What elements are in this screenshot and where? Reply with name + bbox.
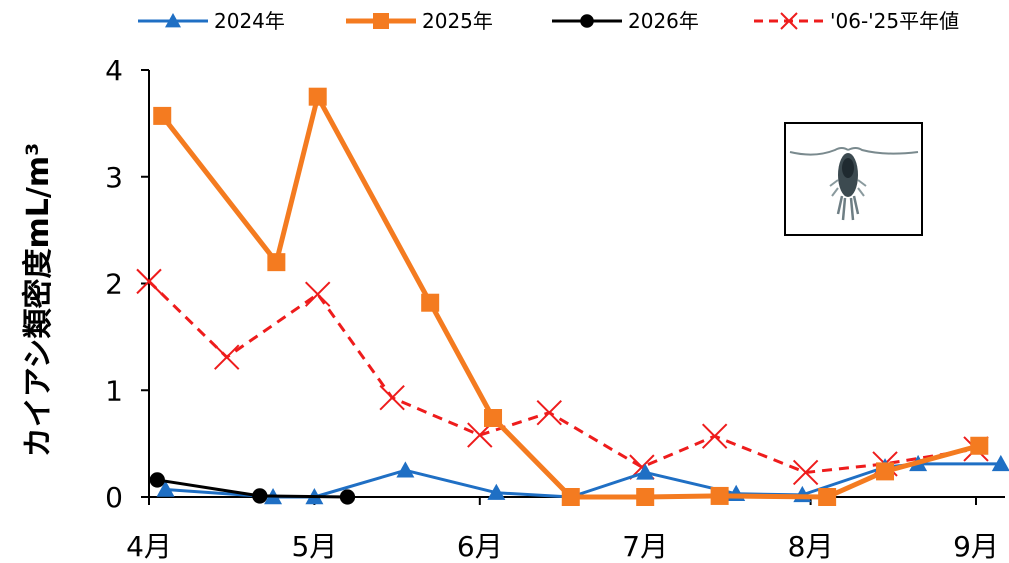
data-point bbox=[379, 385, 405, 411]
legend-label: 2025年 bbox=[422, 9, 493, 33]
data-point bbox=[484, 409, 503, 428]
series-2 bbox=[149, 472, 356, 505]
data-point bbox=[561, 488, 580, 506]
data-point bbox=[970, 436, 989, 455]
data-point bbox=[487, 483, 506, 500]
data-point bbox=[636, 488, 655, 506]
legend: 2024年 2025年 2026年 '06-'25平年値 bbox=[138, 9, 959, 33]
legend-label: 2026年 bbox=[628, 9, 699, 33]
data-point bbox=[780, 12, 798, 30]
legend-item: 2025年 bbox=[346, 9, 493, 33]
data-point bbox=[792, 459, 819, 486]
x-ticks: 4月 5月 6月 7月 8月 9月 bbox=[126, 497, 999, 563]
data-point bbox=[252, 488, 268, 504]
data-point bbox=[136, 268, 162, 295]
data-point bbox=[308, 87, 327, 106]
y-tick-label: 1 bbox=[105, 374, 123, 407]
data-point bbox=[710, 486, 729, 505]
x-tick-label: 7月 bbox=[622, 530, 668, 563]
data-point bbox=[214, 344, 240, 370]
series-1 bbox=[153, 87, 989, 506]
data-point bbox=[580, 14, 594, 28]
legend-label: 2024年 bbox=[214, 9, 285, 33]
data-point bbox=[396, 461, 415, 478]
x-tick-label: 6月 bbox=[457, 530, 503, 563]
data-point bbox=[421, 293, 440, 312]
copepod-image bbox=[784, 122, 923, 236]
x-tick-label: 8月 bbox=[788, 530, 834, 563]
y-tick-label: 4 bbox=[105, 54, 123, 87]
x-tick-label: 9月 bbox=[953, 530, 999, 563]
data-point bbox=[467, 422, 493, 448]
legend-item: 2024年 bbox=[138, 9, 285, 33]
data-point bbox=[149, 472, 165, 488]
x-tick-label: 4月 bbox=[126, 530, 172, 563]
y-tick-label: 2 bbox=[105, 268, 123, 301]
data-point bbox=[991, 454, 1009, 472]
series-line bbox=[165, 462, 1001, 499]
data-point bbox=[156, 480, 175, 497]
x-tick-label: 5月 bbox=[291, 530, 337, 563]
data-point bbox=[267, 253, 286, 272]
data-point bbox=[818, 488, 837, 506]
series-3 bbox=[136, 268, 989, 486]
y-tick-label: 3 bbox=[105, 161, 123, 194]
series-group bbox=[136, 87, 1009, 506]
legend-label: '06-'25平年値 bbox=[830, 9, 959, 33]
data-point bbox=[876, 462, 895, 481]
y-tick-label: 0 bbox=[105, 481, 123, 514]
data-point bbox=[536, 399, 562, 426]
data-point bbox=[701, 423, 728, 449]
y-ticks: 0 1 2 3 4 bbox=[105, 54, 149, 514]
legend-item: '06-'25平年値 bbox=[754, 9, 959, 33]
data-point bbox=[305, 281, 331, 307]
legend-item: 2026年 bbox=[552, 9, 699, 33]
series-line bbox=[147, 280, 977, 474]
data-point bbox=[153, 106, 172, 125]
data-point bbox=[165, 13, 181, 28]
data-point bbox=[373, 13, 389, 29]
data-point bbox=[339, 489, 356, 505]
y-axis-label: カイアシ類密度mL/m³ bbox=[21, 143, 56, 458]
data-point bbox=[636, 463, 655, 480]
